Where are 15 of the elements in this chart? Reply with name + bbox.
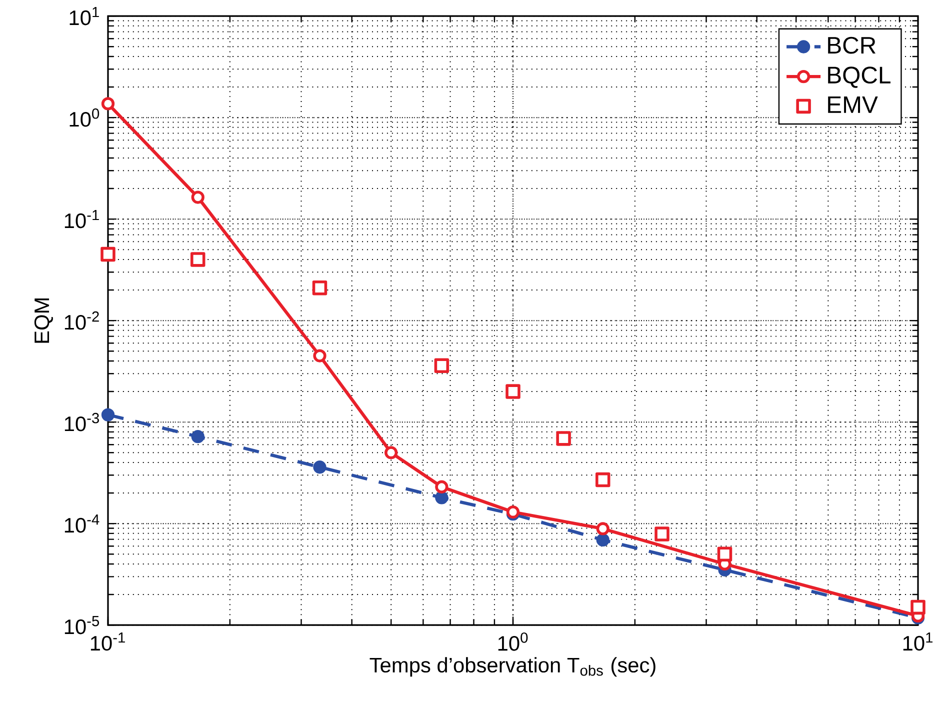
y-tick-label: 10$^{0}$	[70, 108, 100, 127]
y-tick-label: 10$^{-4}$	[64, 514, 100, 533]
legend-label: BCR	[828, 36, 876, 54]
y-axis-title: EQM	[34, 298, 53, 343]
legend-label: BQCL	[828, 66, 890, 88]
y-tick-label: 10$^{-5}$	[64, 616, 100, 634]
x-tick-label: 10$^{0}$	[498, 632, 528, 651]
legend-label: EMV	[828, 96, 878, 113]
y-tick-label: 10$^{-2}$	[64, 311, 99, 330]
x-tick-label: 10$^{-1}$	[90, 632, 125, 651]
y-tick-label: 10$^{-1}$	[64, 210, 99, 228]
y-tick-label: 10$^{1}$	[70, 6, 99, 26]
y-tick-label: 10$^{-3}$	[64, 412, 99, 432]
x-tick-label: 10$^{1}$	[903, 632, 933, 651]
x-axis-title: Temps d’observation T$_{obs}$ (sec)	[370, 657, 656, 677]
